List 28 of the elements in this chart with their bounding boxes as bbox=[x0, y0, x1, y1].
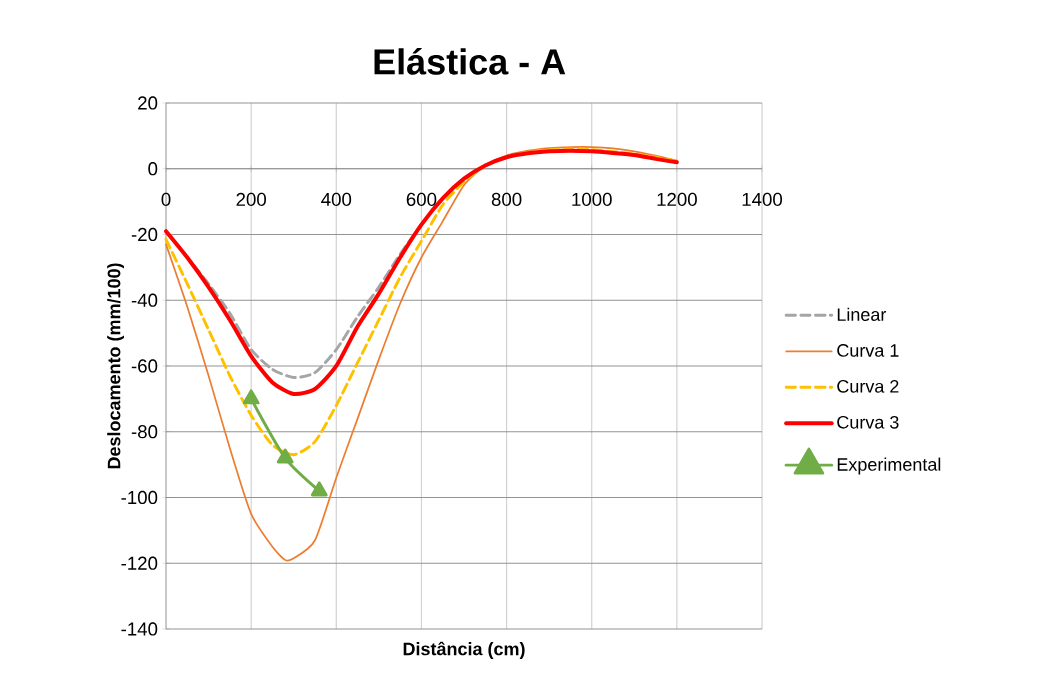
legend-label: Curva 1 bbox=[837, 344, 899, 357]
y-tick-label: 20 bbox=[138, 96, 158, 110]
legend-label: Curva 2 bbox=[837, 380, 899, 393]
legend-label: Experimental bbox=[837, 457, 941, 475]
y-tick-label: -100 bbox=[121, 490, 158, 505]
point bbox=[242, 389, 260, 405]
y-tick-label: -60 bbox=[131, 359, 158, 373]
y-axis-title: Deslocamento (mm/100) bbox=[107, 263, 124, 469]
y-tick-label: -20 bbox=[131, 227, 158, 242]
x-tick-label: 600 bbox=[406, 192, 437, 206]
x-tick-label: 1400 bbox=[742, 192, 783, 206]
y-tick-label: -140 bbox=[121, 622, 158, 636]
y-tick-label: -120 bbox=[121, 556, 158, 570]
chart-title: Elástica - A bbox=[374, 47, 566, 75]
x-tick-label: 1200 bbox=[657, 192, 697, 206]
x-tick-label: 0 bbox=[161, 192, 171, 206]
legend-label: Linear bbox=[837, 307, 887, 321]
y-tick-label: -80 bbox=[131, 425, 158, 439]
x-tick-label: 200 bbox=[236, 192, 266, 206]
x-tick-label: 800 bbox=[491, 192, 522, 206]
y-tick-label: 0 bbox=[148, 162, 158, 176]
x-tick-label: 400 bbox=[321, 192, 352, 206]
x-axis-title: Distância (cm) bbox=[403, 641, 525, 659]
y-tick-label: -40 bbox=[131, 293, 158, 307]
point bbox=[310, 481, 328, 497]
x-tick-label: 1000 bbox=[572, 192, 612, 206]
point bbox=[276, 448, 294, 464]
legend-label: Curva 3 bbox=[837, 415, 899, 429]
